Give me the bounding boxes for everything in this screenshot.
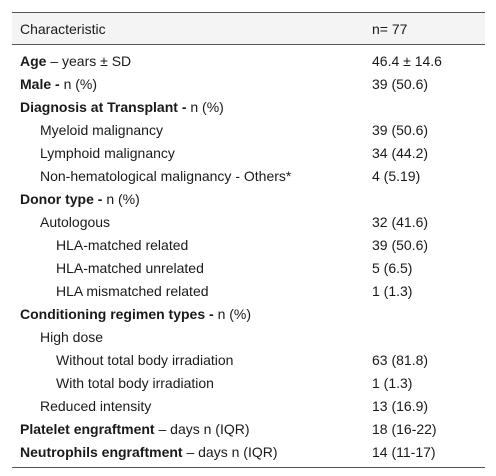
row-label: Non-hematological malignancy - Others*	[40, 167, 292, 184]
row-label: Autologous	[40, 213, 111, 230]
row-value: 14 (11-17)	[372, 443, 436, 460]
row-label-bold: Platelet engraftment	[20, 420, 155, 437]
row-value: 1 (1.3)	[372, 374, 413, 391]
row-label: Without total body irradiation	[56, 351, 234, 368]
header-n: n= 77	[372, 20, 408, 37]
row-label-bold: Conditioning regimen types -	[20, 305, 218, 322]
table-row-donor-type: Donor type - n (%)	[12, 187, 485, 210]
table-row-diagnosis: Diagnosis at Transplant - n (%)	[12, 95, 485, 118]
row-value: 39 (50.6)	[372, 236, 429, 253]
table-body: Age – years ± SD 46.4 ± 14.6 Male - n (%…	[12, 45, 485, 468]
table-row-hla-mismatched-related: HLA mismatched related 1 (1.3)	[12, 279, 485, 302]
table-row-hla-matched-unrelated: HLA-matched unrelated 5 (6.5)	[12, 256, 485, 279]
table-row-platelet: Platelet engraftment – days n (IQR) 18 (…	[12, 417, 485, 440]
row-label-rest: n (%)	[190, 98, 224, 115]
table-row-non-hematological: Non-hematological malignancy - Others* 4…	[12, 164, 485, 187]
table-row-without-tbi: Without total body irradiation 63 (81.8)	[12, 348, 485, 371]
row-value: 63 (81.8)	[372, 351, 429, 368]
row-label: Donor type - n (%)	[12, 191, 360, 207]
table-header-row: Characteristic n= 77	[12, 12, 485, 45]
row-label: HLA-matched unrelated	[56, 259, 204, 276]
row-value: 18 (16-22)	[372, 420, 437, 437]
row-value: 4 (5.19)	[372, 167, 421, 184]
row-label-rest: n (%)	[217, 305, 252, 322]
row-value: 5 (6.5)	[372, 259, 413, 276]
row-label: Myeloid malignancy	[40, 121, 163, 138]
row-value: 46.4 ± 14.6	[372, 52, 442, 69]
row-label: Reduced intensity	[40, 397, 152, 414]
row-value: 32 (41.6)	[372, 213, 429, 230]
table-row-male: Male - n (%) 39 (50.6)	[12, 72, 485, 95]
row-label-bold: Diagnosis at Transplant -	[20, 98, 191, 115]
row-label-bold: Neutrophils engraftment	[20, 443, 183, 460]
table-row-conditioning: Conditioning regimen types - n (%)	[12, 302, 485, 325]
row-value: 1 (1.3)	[372, 282, 413, 299]
row-label: HLA mismatched related	[56, 282, 209, 299]
row-label: Conditioning regimen types - n (%)	[12, 306, 360, 322]
row-label: Age – years ± SD	[12, 53, 360, 69]
row-value: 34 (44.2)	[372, 144, 429, 161]
row-label: Lymphoid malignancy	[40, 144, 175, 161]
table-row-high-dose: High dose	[12, 325, 485, 348]
table-row-neutrophils: Neutrophils engraftment – days n (IQR) 1…	[12, 440, 485, 463]
table-row-reduced-intensity: Reduced intensity 13 (16.9)	[12, 394, 485, 417]
row-label: HLA-matched related	[56, 236, 189, 253]
header-characteristic: Characteristic	[20, 20, 106, 37]
row-label-bold: Donor type -	[20, 190, 107, 207]
row-label: Diagnosis at Transplant - n (%)	[12, 99, 360, 115]
row-value: 13 (16.9)	[372, 397, 429, 414]
row-value: 39 (50.6)	[372, 121, 429, 138]
row-label: Neutrophils engraftment – days n (IQR)	[12, 444, 360, 460]
row-label-rest: – days n (IQR)	[154, 420, 250, 437]
characteristics-table: Characteristic n= 77 Age – years ± SD 46…	[12, 12, 485, 468]
row-label-rest: n (%)	[63, 75, 98, 92]
table-row-hla-matched-related: HLA-matched related 39 (50.6)	[12, 233, 485, 256]
row-label-rest: – days n (IQR)	[182, 443, 278, 460]
row-label-rest: – years ± SD	[46, 52, 132, 69]
row-label: High dose	[40, 328, 104, 345]
row-value: 39 (50.6)	[372, 75, 429, 92]
row-label-rest: n (%)	[106, 190, 140, 207]
table-row-autologous: Autologous 32 (41.6)	[12, 210, 485, 233]
row-label: Male - n (%)	[12, 76, 360, 92]
row-label: Platelet engraftment – days n (IQR)	[12, 421, 360, 437]
table-row-myeloid: Myeloid malignancy 39 (50.6)	[12, 118, 485, 141]
table-row-with-tbi: With total body irradiation 1 (1.3)	[12, 371, 485, 394]
row-label-bold: Age	[20, 52, 47, 69]
row-label: With total body irradiation	[56, 374, 214, 391]
table-row-lymphoid: Lymphoid malignancy 34 (44.2)	[12, 141, 485, 164]
row-label-bold: Male -	[20, 75, 64, 92]
table-row-age: Age – years ± SD 46.4 ± 14.6	[12, 49, 485, 72]
